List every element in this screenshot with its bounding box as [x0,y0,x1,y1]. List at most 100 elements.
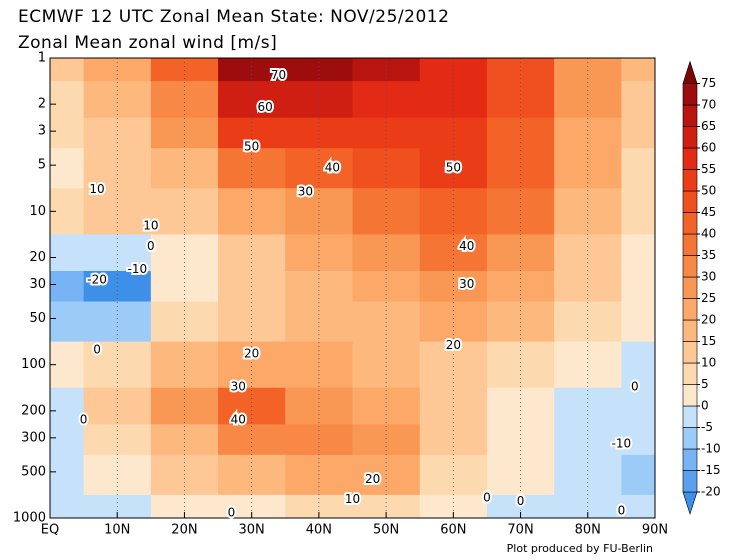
colorbar-label: 35 [701,248,716,262]
contour-label: 30 [459,277,474,291]
x-tick-label: 80N [575,523,601,538]
field-cell [83,454,152,496]
contour-label: 10 [143,219,158,233]
colorbar-label: 25 [701,291,716,305]
colorbar-label: -20 [701,485,721,499]
x-tick-label: 50N [373,523,399,538]
colorbar-box [682,319,698,342]
colorbar-box [682,190,698,213]
colorbar-box [682,276,698,299]
y-tick-label: 1 [38,51,46,66]
field-cell [352,58,421,82]
field-cell [150,341,219,389]
field-cell [352,454,421,496]
colorbar-box [682,448,698,471]
x-tick-label: 40N [306,523,332,538]
contour-label: 0 [93,342,101,356]
field-cell [285,341,353,389]
y-tick-label: 3 [38,124,46,139]
field-cell [218,188,286,235]
field-cell [419,341,488,389]
colorbar-box [682,83,698,106]
colorbar-label: 55 [701,162,716,176]
contour-label: 20 [244,346,259,360]
field-cell [285,81,353,119]
field-cell [83,234,152,272]
contour-label: 30 [231,380,246,394]
y-tick-label: 500 [21,464,46,479]
field-cell [83,188,152,235]
y-tick-label: 5 [38,158,46,173]
contour-label: -10 [128,262,148,276]
colorbar-box [682,169,698,192]
field-cell [150,81,219,119]
colorbar-box [682,405,698,428]
x-tick-label: 90N [642,523,668,538]
y-tick-label: 200 [21,403,46,418]
field-cell [83,301,152,343]
colorbar-arrow [682,60,698,84]
x-tick-label: 30N [239,523,265,538]
field-cell [83,58,152,82]
field-cell [486,341,555,389]
field-cell [50,454,85,496]
contour-label: 0 [228,506,236,520]
x-tick-label: 70N [507,523,533,538]
field-cell [621,58,655,82]
y-tick-label: 300 [21,430,46,445]
field-cell [218,81,286,119]
contour-label: 40 [325,160,340,174]
colorbar-box [682,427,698,450]
field-cell [621,148,655,189]
field-cell [150,188,219,235]
contour-label: 50 [244,139,259,153]
y-tick-label: 2 [38,97,46,112]
field-cell [352,188,421,235]
field-cell [486,188,555,235]
field-cell [486,234,555,272]
field-cell [554,454,622,496]
colorbar-label: 15 [701,334,716,348]
field-cell [50,301,85,343]
contour-label: -10 [612,437,632,451]
field-cell [621,117,655,149]
field-cell [486,58,555,82]
field-cell [621,454,655,496]
contour-label: 20 [446,338,461,352]
y-tick-label: 20 [29,250,46,265]
colorbar-box [682,470,698,493]
field-cell [621,270,655,303]
contour-label: 40 [231,413,246,427]
field-cell [419,454,488,496]
x-tick-label: 60N [440,523,466,538]
field-cell [621,494,655,518]
colorbar-box [682,212,698,235]
field-cell [83,81,152,119]
contour-label: -20 [87,272,107,286]
field-cell [285,301,353,343]
field-cell [554,58,622,82]
field-cell [419,234,488,272]
y-tick-label: 50 [29,311,46,326]
field-cell [352,81,421,119]
field-cell [50,58,85,82]
contour-label: 0 [483,490,491,504]
contour-label: 0 [618,503,626,517]
field-cell [419,58,488,82]
colorbar-arrow [682,491,698,515]
colorbar-box [682,147,698,170]
field-cell [621,234,655,272]
field-cell [218,58,286,82]
contour-label: 0 [631,380,639,394]
colorbar-label: 50 [701,184,716,198]
plot-frame [49,57,656,519]
x-tick-label: EQ [41,523,59,538]
y-tick-label: 10 [29,204,46,219]
colorbar-box [682,384,698,407]
field-cell [554,341,622,389]
contour-label: 0 [517,494,525,508]
field-cell [50,148,85,189]
x-tick-label: 10N [104,523,130,538]
colorbar-box [682,341,698,364]
